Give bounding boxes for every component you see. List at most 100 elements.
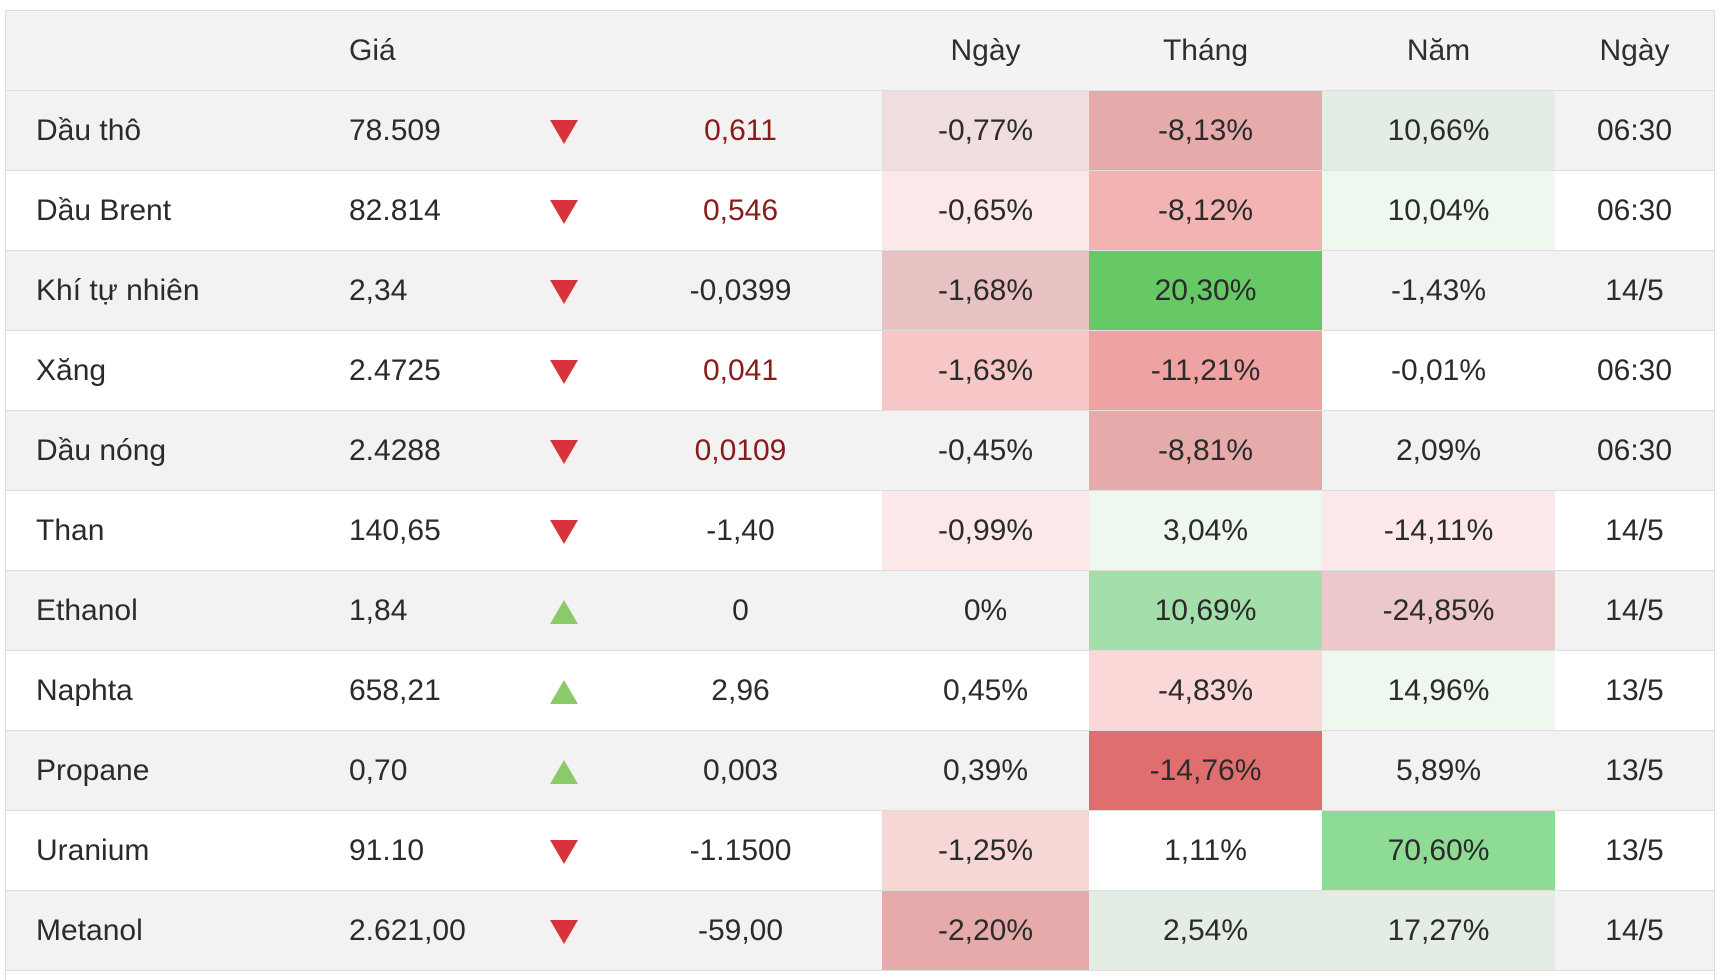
direction-cell <box>529 650 599 731</box>
direction-cell <box>529 730 599 811</box>
table-row[interactable]: Dầu thô 78.509 0,611 -0,77% -8,13% 10,66% 06:3… <box>6 90 1714 171</box>
table-row[interactable]: Xăng 2.4725 0,041 -1,63% -11,21% -0,01% 06:30 <box>6 330 1714 411</box>
direction-cell <box>529 330 599 411</box>
direction-cell <box>529 90 599 171</box>
month-change-cell: 10,69% <box>1089 570 1322 651</box>
time-cell: 14/5 <box>1555 890 1714 971</box>
direction-cell <box>529 570 599 651</box>
day-change-cell: -0,77% <box>882 90 1089 171</box>
year-change-cell: 14,96% <box>1322 650 1555 731</box>
change-cell: 0 <box>599 570 882 651</box>
change-cell: -1,40 <box>599 490 882 571</box>
year-change-cell: 70,60% <box>1322 810 1555 891</box>
year-change-cell: 5,89% <box>1322 730 1555 811</box>
month-change-cell: 1,11% <box>1089 810 1322 891</box>
header-change[interactable] <box>599 11 882 91</box>
change-cell: -1.1500 <box>599 810 882 891</box>
energy-quotes-table: Giá Ngày Tháng Năm Ngày Dầu thô 78.509 0,6… <box>6 11 1714 971</box>
commodity-name[interactable]: Xăng <box>6 330 319 411</box>
time-cell: 13/5 <box>1555 650 1714 731</box>
down-arrow-icon <box>550 199 578 224</box>
table-frame <box>5 10 1715 980</box>
table-row[interactable]: Propane 0,70 0,003 0,39% -14,76% 5,89% 13/5 <box>6 730 1714 811</box>
table-row[interactable]: Uranium 91.10 -1.1500 -1,25% 1,11% 70,60% 13/5 <box>6 810 1714 891</box>
change-cell: 0,546 <box>599 170 882 251</box>
down-arrow-icon <box>550 279 578 304</box>
month-change-cell: -11,21% <box>1089 330 1322 411</box>
down-arrow-icon <box>550 439 578 464</box>
commodity-name[interactable]: Dầu nóng <box>6 410 319 491</box>
header-row: Giá Ngày Tháng Năm Ngày <box>6 11 1714 91</box>
header-day-change[interactable]: Ngày <box>882 11 1089 91</box>
day-change-cell: -2,20% <box>882 890 1089 971</box>
day-change-cell: -1,25% <box>882 810 1089 891</box>
month-change-cell: -8,13% <box>1089 90 1322 171</box>
commodity-name[interactable]: Than <box>6 490 319 571</box>
header-arrow <box>529 11 599 91</box>
commodity-name[interactable]: Uranium <box>6 810 319 891</box>
header-name[interactable] <box>6 11 319 91</box>
table-row[interactable]: Ethanol 1,84 0 0% 10,69% -24,85% 14/5 <box>6 570 1714 651</box>
price-cell: 140,65 <box>319 490 529 571</box>
price-cell: 2.621,00 <box>319 890 529 971</box>
month-change-cell: 2,54% <box>1089 890 1322 971</box>
year-change-cell: 10,04% <box>1322 170 1555 251</box>
table-row[interactable]: Dầu Brent 82.814 0,546 -0,65% -8,12% 10,04% 06… <box>6 170 1714 251</box>
header-time[interactable]: Ngày <box>1555 11 1714 91</box>
year-change-cell: -14,11% <box>1322 490 1555 571</box>
year-change-cell: -24,85% <box>1322 570 1555 651</box>
time-cell: 13/5 <box>1555 810 1714 891</box>
commodity-name[interactable]: Naphta <box>6 650 319 731</box>
down-arrow-icon <box>550 839 578 864</box>
change-cell: -0,0399 <box>599 250 882 331</box>
table-row[interactable]: Khí tự nhiên 2,34 -0,0399 -1,68% 20,30% -1,43… <box>6 250 1714 331</box>
price-cell: 78.509 <box>319 90 529 171</box>
time-cell: 14/5 <box>1555 250 1714 331</box>
month-change-cell: -14,76% <box>1089 730 1322 811</box>
down-arrow-icon <box>550 359 578 384</box>
day-change-cell: -1,63% <box>882 330 1089 411</box>
day-change-cell: -0,45% <box>882 410 1089 491</box>
table-header: Giá Ngày Tháng Năm Ngày <box>6 11 1714 91</box>
time-cell: 14/5 <box>1555 570 1714 651</box>
year-change-cell: 10,66% <box>1322 90 1555 171</box>
commodity-name[interactable]: Ethanol <box>6 570 319 651</box>
header-month-change[interactable]: Tháng <box>1089 11 1322 91</box>
month-change-cell: 3,04% <box>1089 490 1322 571</box>
change-cell: 0,0109 <box>599 410 882 491</box>
price-cell: 2,34 <box>319 250 529 331</box>
direction-cell <box>529 250 599 331</box>
month-change-cell: 20,30% <box>1089 250 1322 331</box>
change-cell: 0,041 <box>599 330 882 411</box>
change-cell: 0,003 <box>599 730 882 811</box>
month-change-cell: -4,83% <box>1089 650 1322 731</box>
up-arrow-icon <box>550 759 578 784</box>
month-change-cell: -8,12% <box>1089 170 1322 251</box>
table-row[interactable]: Metanol 2.621,00 -59,00 -2,20% 2,54% 17,27% 14… <box>6 890 1714 971</box>
day-change-cell: -0,99% <box>882 490 1089 571</box>
commodity-name[interactable]: Metanol <box>6 890 319 971</box>
table-row[interactable]: Than 140,65 -1,40 -0,99% 3,04% -14,11% 14/5 <box>6 490 1714 571</box>
direction-cell <box>529 810 599 891</box>
commodity-name[interactable]: Dầu thô <box>6 90 319 171</box>
day-change-cell: -0,65% <box>882 170 1089 251</box>
month-change-cell: -8,81% <box>1089 410 1322 491</box>
price-cell: 82.814 <box>319 170 529 251</box>
header-price[interactable]: Giá <box>319 11 529 91</box>
time-cell: 06:30 <box>1555 330 1714 411</box>
commodity-name[interactable]: Khí tự nhiên <box>6 250 319 331</box>
table-body: Dầu thô 78.509 0,611 -0,77% -8,13% 10,66% 06:3… <box>6 90 1714 971</box>
header-year-change[interactable]: Năm <box>1322 11 1555 91</box>
price-cell: 658,21 <box>319 650 529 731</box>
day-change-cell: 0,45% <box>882 650 1089 731</box>
change-cell: 0,611 <box>599 90 882 171</box>
commodity-name[interactable]: Propane <box>6 730 319 811</box>
year-change-cell: 2,09% <box>1322 410 1555 491</box>
price-cell: 2.4288 <box>319 410 529 491</box>
table-row[interactable]: Naphta 658,21 2,96 0,45% -4,83% 14,96% 13/5 <box>6 650 1714 731</box>
time-cell: 06:30 <box>1555 410 1714 491</box>
price-cell: 1,84 <box>319 570 529 651</box>
time-cell: 13/5 <box>1555 730 1714 811</box>
commodity-name[interactable]: Dầu Brent <box>6 170 319 251</box>
table-row[interactable]: Dầu nóng 2.4288 0,0109 -0,45% -8,81% 2,09% 06:… <box>6 410 1714 491</box>
